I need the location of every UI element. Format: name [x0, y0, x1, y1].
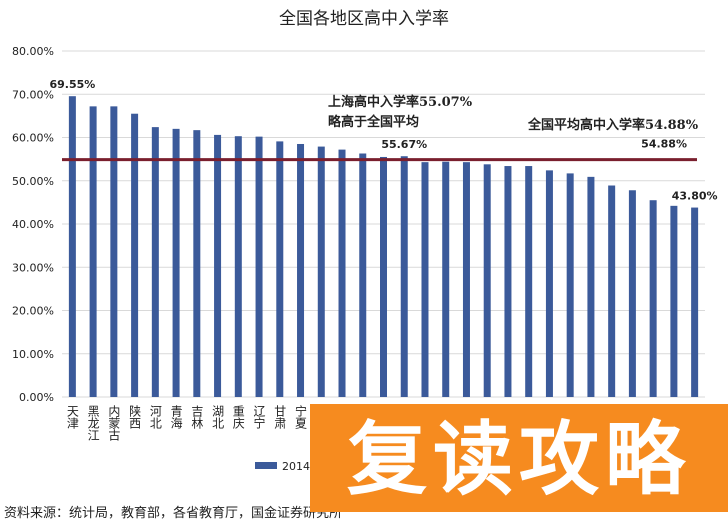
bar: [338, 149, 346, 397]
y-tick-label: 10.00%: [12, 348, 54, 361]
legend-label: 2014: [282, 460, 310, 473]
annotation: 略高于全国平均: [328, 114, 419, 130]
y-tick-label: 0.00%: [19, 391, 54, 404]
bar: [380, 156, 387, 397]
bar: [234, 136, 242, 397]
y-tick-label: 70.00%: [12, 88, 54, 101]
bar: [649, 200, 657, 397]
data-label: 43.80%: [672, 190, 718, 203]
average-label: 54.88%: [641, 138, 687, 151]
bar: [255, 136, 263, 397]
data-label: 55.67%: [381, 138, 427, 151]
x-tick-label: 吉林: [190, 405, 204, 429]
y-tick-label: 30.00%: [12, 261, 54, 274]
x-tick-label: 陕西: [128, 404, 142, 429]
bar: [68, 96, 76, 397]
bar: [545, 170, 553, 397]
x-tick-label: 重庆: [231, 405, 245, 429]
source: 资料来源：统计局，教育部，各省教育厅，国金证券研究所: [4, 505, 342, 521]
bar: [670, 205, 678, 397]
bar: [297, 143, 305, 397]
x-tick-label: 甘肃: [273, 405, 287, 430]
x-tick-label: 天津: [65, 405, 79, 429]
bar: [587, 176, 595, 397]
x-tick-label: 辽宁: [252, 405, 266, 429]
bar: [691, 207, 699, 397]
x-tick-label: 黑龙江: [86, 405, 100, 441]
legend-swatch: [255, 462, 277, 469]
x-tick-label: 内蒙古: [107, 405, 121, 441]
y-tick-label: 80.00%: [12, 45, 54, 58]
bar: [131, 113, 139, 398]
bar: [421, 162, 429, 397]
bar: [462, 162, 470, 397]
data-label: 69.55%: [49, 78, 95, 91]
bar: [400, 156, 408, 397]
bar: [359, 153, 367, 397]
bar: [110, 106, 118, 398]
annotation: 全国平均高中入学率54.88%: [527, 117, 699, 133]
x-tick-label: 河北: [148, 405, 162, 430]
watermark: 复读攻略: [347, 413, 691, 506]
y-tick-label: 60.00%: [12, 132, 54, 145]
annotation: 上海高中入学率55.07%: [328, 94, 473, 110]
y-tick-label: 20.00%: [12, 305, 54, 318]
y-tick-label: 50.00%: [12, 175, 54, 188]
bar: [214, 134, 222, 397]
bar: [504, 166, 512, 397]
bar: [608, 185, 616, 397]
y-tick-label: 40.00%: [12, 218, 54, 231]
x-tick-label: 湖北: [211, 404, 225, 430]
bar: [483, 164, 491, 397]
watermark-box: [310, 404, 728, 512]
bar: [628, 190, 636, 397]
bar: [151, 127, 159, 398]
bar: [276, 141, 284, 397]
chart-title: 全国各地区高中入学率: [279, 9, 449, 29]
bar: [442, 161, 450, 397]
x-tick-label: 青海: [169, 405, 183, 429]
bar: [193, 130, 201, 397]
bar: [317, 146, 325, 397]
bar: [89, 106, 97, 398]
bar: [172, 128, 180, 397]
bar: [525, 166, 533, 397]
x-tick-label: 宁夏: [294, 404, 308, 429]
bar: [566, 173, 574, 397]
